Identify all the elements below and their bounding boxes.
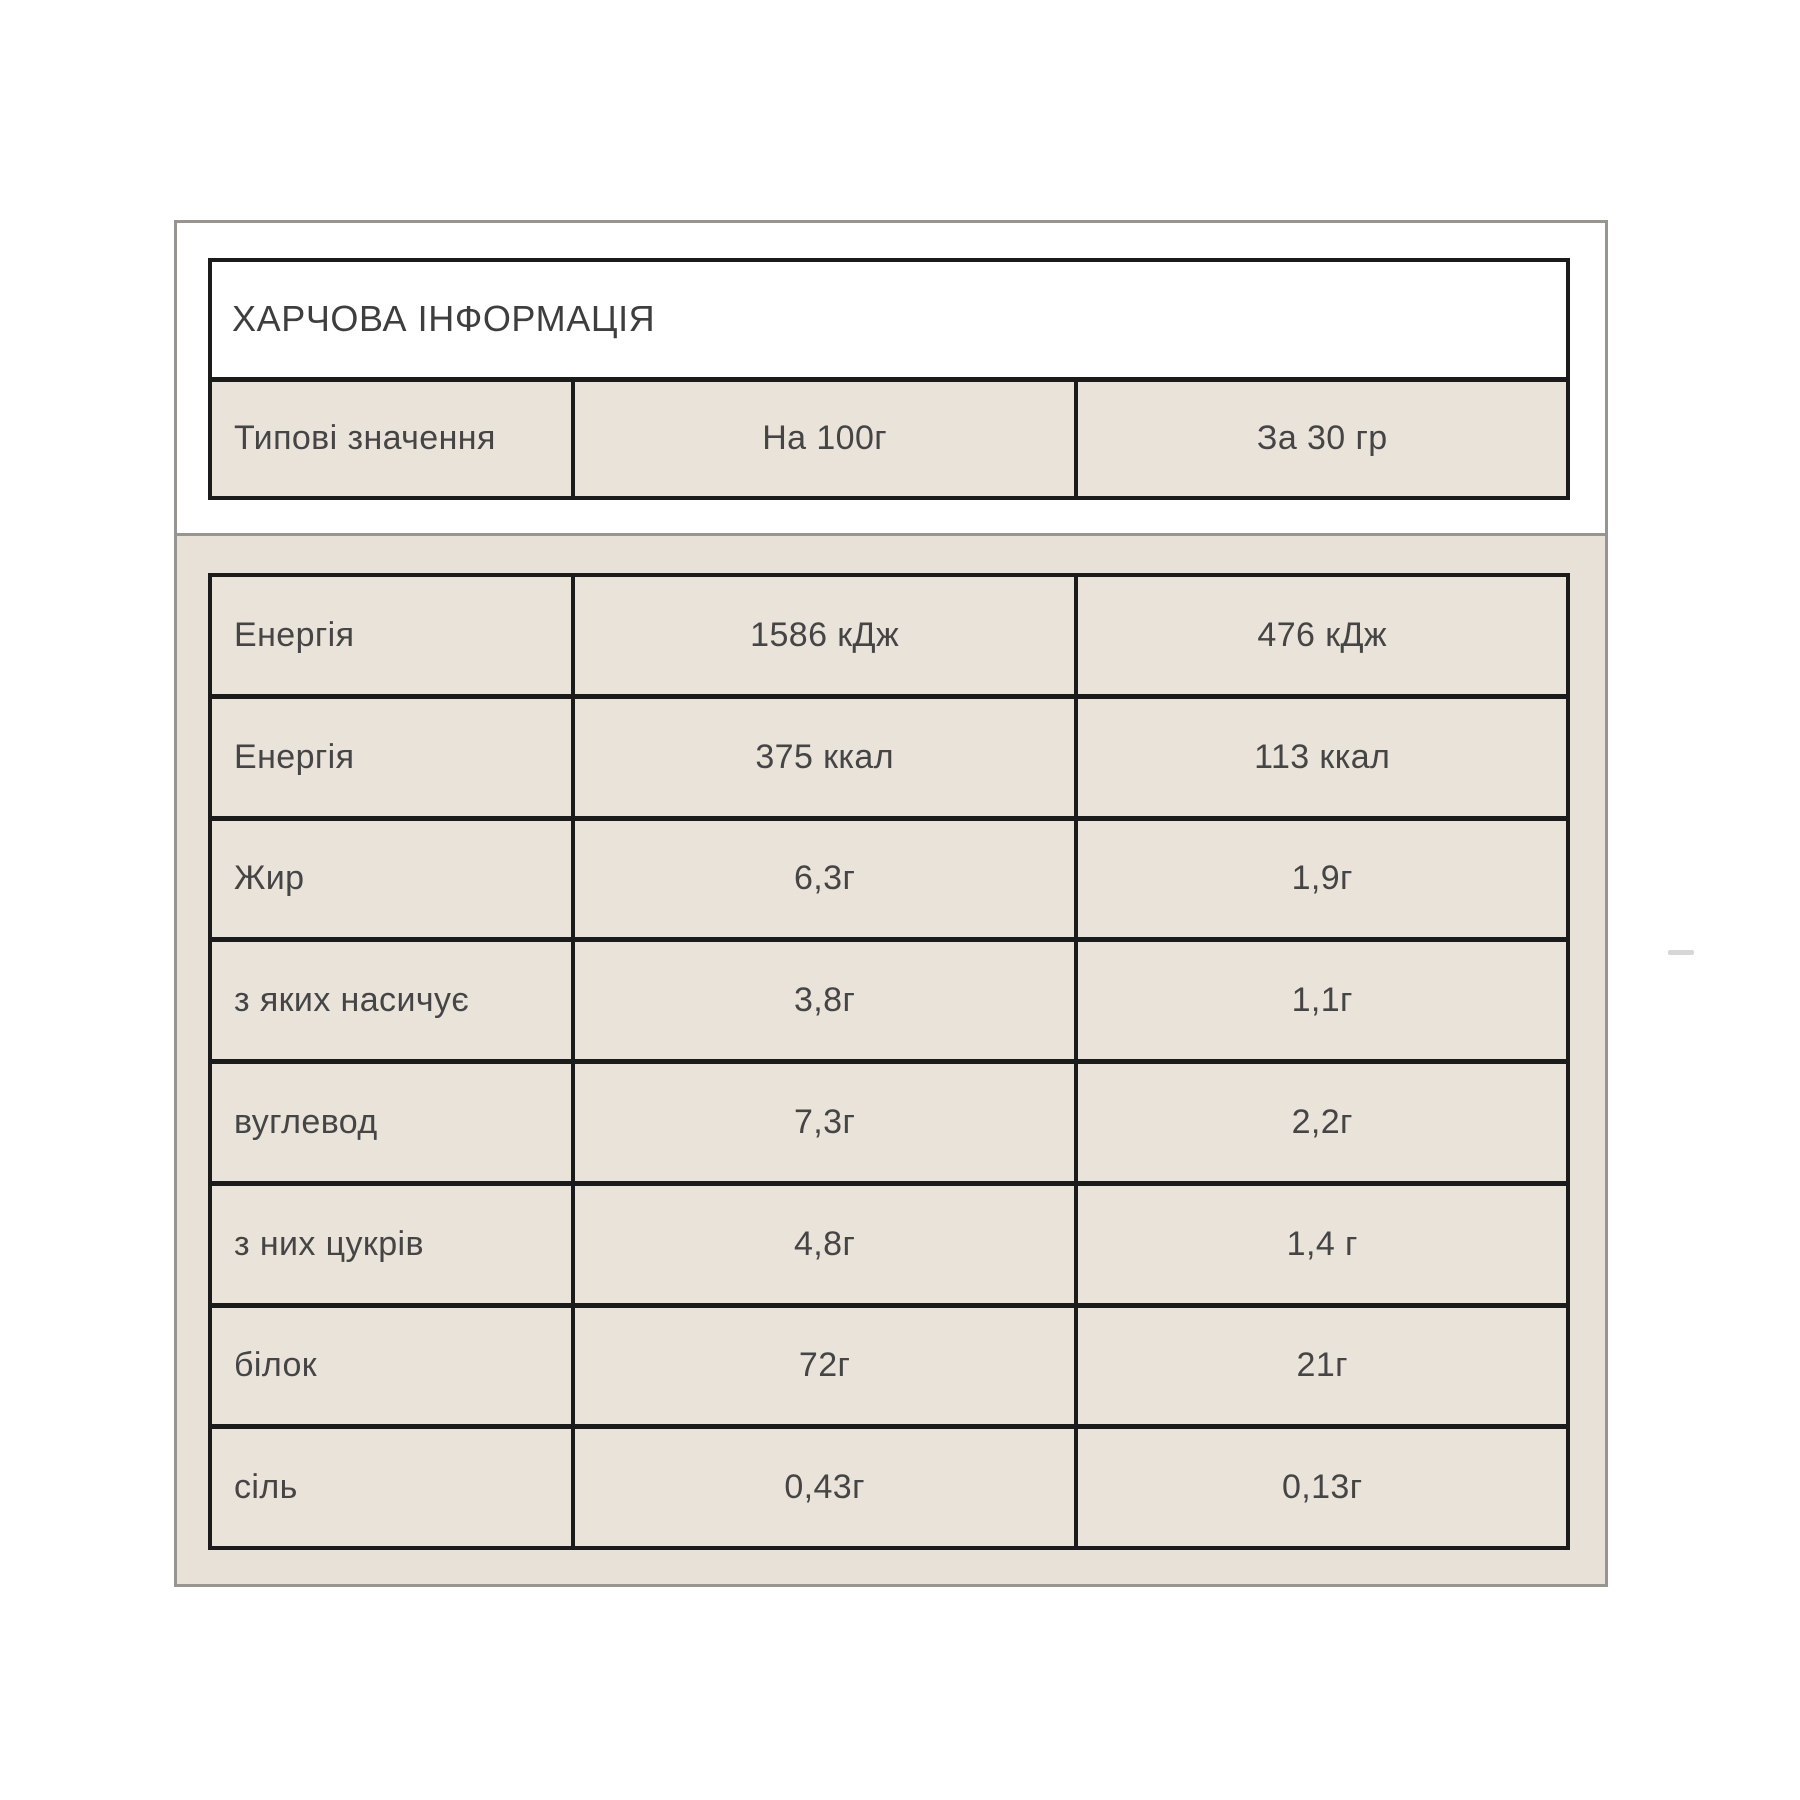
table-row: з яких насичує 3,8г 1,1г: [212, 937, 1566, 1059]
nutrient-label: сіль: [234, 1468, 298, 1507]
table-title: ХАРЧОВА ІНФОРМАЦІЯ: [232, 298, 656, 340]
value-per-100g: 375 ккал: [570, 698, 1075, 816]
value-per-30g: 476 кДж: [1074, 577, 1566, 694]
table-row: Жир 6,3г 1,9г: [212, 815, 1566, 938]
nutrition-header-table: ХАРЧОВА ІНФОРМАЦІЯ Типові значення На 10…: [208, 258, 1570, 500]
nutrient-label: з них цукрів: [234, 1224, 424, 1263]
column-header-per-30g: За 30 гр: [1074, 381, 1566, 496]
value-per-100g: 6,3г: [570, 820, 1075, 938]
value-per-30g: 0,13г: [1074, 1429, 1566, 1546]
table-row: сіль 0,43г 0,13г: [212, 1424, 1566, 1546]
table-title-row: ХАРЧОВА ІНФОРМАЦІЯ: [212, 262, 1566, 377]
table-row: Енергія 375 ккал 113 ккал: [212, 693, 1566, 816]
value-per-100g: 3,8г: [570, 942, 1075, 1059]
value-per-100g: 4,8г: [570, 1185, 1075, 1303]
table-row: білок 72г 21г: [212, 1302, 1566, 1425]
column-header-row: Типові значення На 100г За 30 гр: [212, 376, 1566, 496]
nutrient-label: Енергія: [234, 737, 355, 776]
value-per-100g: 72г: [570, 1307, 1075, 1425]
table-row: Енергія 1586 кДж 476 кДж: [212, 577, 1566, 694]
nutrition-values-panel: Енергія 1586 кДж 476 кДж Енергія 375 кка…: [174, 533, 1608, 1587]
value-per-100g: 7,3г: [570, 1064, 1075, 1181]
column-header-per-100g: На 100г: [570, 381, 1075, 496]
stray-dash: [1668, 950, 1694, 955]
nutrient-label: білок: [234, 1346, 318, 1385]
value-per-30g: 1,9г: [1074, 820, 1566, 938]
table-row: вуглевод 7,3г 2,2г: [212, 1059, 1566, 1181]
value-per-100g: 0,43г: [570, 1429, 1075, 1546]
table-row: з них цукрів 4,8г 1,4 г: [212, 1180, 1566, 1303]
value-per-30g: 2,2г: [1074, 1064, 1566, 1181]
value-per-30g: 1,4 г: [1074, 1185, 1566, 1303]
nutrition-values-table: Енергія 1586 кДж 476 кДж Енергія 375 кка…: [208, 573, 1570, 1550]
nutrition-header-panel: ХАРЧОВА ІНФОРМАЦІЯ Типові значення На 10…: [174, 220, 1608, 536]
value-per-30g: 113 ккал: [1074, 698, 1566, 816]
nutrient-label: вуглевод: [234, 1102, 378, 1141]
value-per-100g: 1586 кДж: [570, 577, 1075, 694]
nutrient-label: Енергія: [234, 615, 355, 654]
value-per-30g: 21г: [1074, 1307, 1566, 1425]
nutrient-label: з яких насичує: [234, 981, 470, 1020]
value-per-30g: 1,1г: [1074, 942, 1566, 1059]
nutrient-label: Жир: [234, 859, 305, 898]
column-header-typical-values: Типові значення: [234, 419, 496, 458]
